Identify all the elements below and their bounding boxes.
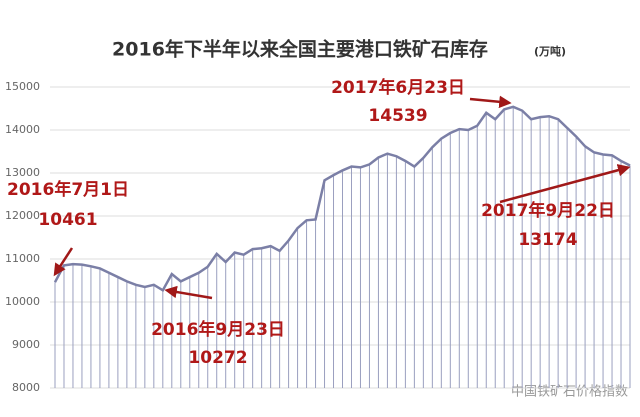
y-tick-label: 14000 (5, 123, 40, 136)
data-line (53, 105, 631, 293)
annotation-date: 2016年7月1日 (7, 179, 129, 200)
chart-title: 2016年下半年以来全国主要港口铁矿石库存 (112, 38, 488, 61)
y-tick-label: 12000 (5, 209, 40, 222)
annotation-date: 2017年6月23日 (331, 77, 465, 98)
annotation-arrow (164, 285, 213, 300)
annotation-arrow (499, 164, 631, 204)
annotation-value: 10461 (38, 210, 97, 230)
chart-subtitle: (万吨) (534, 44, 566, 58)
y-tick-label: 11000 (5, 252, 40, 265)
watermark: 中国铁矿石价格指数 (511, 384, 628, 400)
y-tick-label: 9000 (12, 338, 40, 351)
annotation-arrow (469, 95, 512, 109)
annotation-date: 2016年9月23日 (151, 319, 285, 340)
annotation-value: 14539 (368, 106, 427, 126)
y-tick-label: 8000 (12, 381, 40, 394)
y-tick-label: 10000 (5, 295, 40, 308)
annotation-value: 10272 (188, 348, 247, 368)
y-tick-label: 13000 (5, 166, 40, 179)
annotation-arrow (53, 247, 74, 277)
annotation-date: 2017年9月22日 (481, 200, 615, 221)
y-tick-label: 15000 (5, 80, 40, 93)
annotation-value: 13174 (518, 230, 577, 250)
